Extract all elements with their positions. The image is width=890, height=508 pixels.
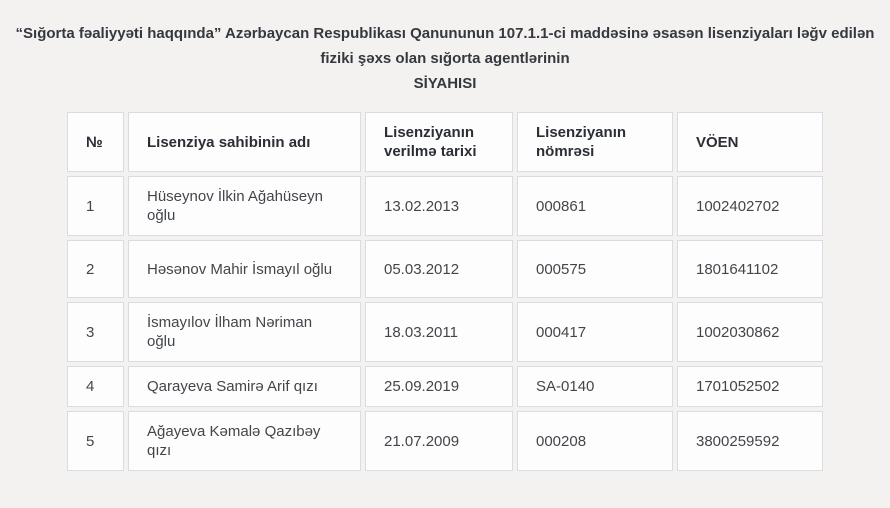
cell-license-number: SA-0140 bbox=[517, 366, 673, 407]
cell-issue-date: 13.02.2013 bbox=[365, 176, 513, 236]
cell-no: 4 bbox=[67, 366, 124, 407]
cell-name: Hüseynov İlkin Ağahüseyn oğlu bbox=[128, 176, 361, 236]
cell-license-number: 000208 bbox=[517, 411, 673, 471]
cell-no: 1 bbox=[67, 176, 124, 236]
title-line-2: fiziki şəxs olan sığorta agentlərinin bbox=[320, 50, 570, 67]
cell-license-number: 000861 bbox=[517, 176, 673, 236]
col-header-name: Lisenziya sahibinin adı bbox=[128, 112, 361, 172]
col-header-issue-date: Lisenziyanın verilmə tarixi bbox=[365, 112, 513, 172]
cell-no: 3 bbox=[67, 302, 124, 362]
table-row: 2 Həsənov Mahir İsmayıl oğlu 05.03.2012 … bbox=[67, 240, 823, 298]
cell-license-number: 000417 bbox=[517, 302, 673, 362]
table-row: 3 İsmayılov İlham Nəriman oğlu 18.03.201… bbox=[67, 302, 823, 362]
cell-issue-date: 18.03.2011 bbox=[365, 302, 513, 362]
title-line-1: “Sığorta fəaliyyəti haqqında” Azərbaycan… bbox=[15, 25, 875, 42]
cell-name: Həsənov Mahir İsmayıl oğlu bbox=[128, 240, 361, 298]
table-row: 1 Hüseynov İlkin Ağahüseyn oğlu 13.02.20… bbox=[67, 176, 823, 236]
cell-name: İsmayılov İlham Nəriman oğlu bbox=[128, 302, 361, 362]
title-line-3: SİYAHISI bbox=[413, 75, 477, 92]
table-header-row: № Lisenziya sahibinin adı Lisenziyanın v… bbox=[67, 112, 823, 172]
cell-no: 5 bbox=[67, 411, 124, 471]
cell-name: Ağayeva Kəmalə Qazıbəy qızı bbox=[128, 411, 361, 471]
cell-voen: 1801641102 bbox=[677, 240, 823, 298]
cell-issue-date: 05.03.2012 bbox=[365, 240, 513, 298]
col-header-voen: VÖEN bbox=[677, 112, 823, 172]
cell-issue-date: 21.07.2009 bbox=[365, 411, 513, 471]
page-title: “Sığorta fəaliyyəti haqqında” Azərbaycan… bbox=[0, 0, 890, 96]
cell-name: Qarayeva Samirə Arif qızı bbox=[128, 366, 361, 407]
col-header-no: № bbox=[67, 112, 124, 172]
cell-issue-date: 25.09.2019 bbox=[365, 366, 513, 407]
table-row: 4 Qarayeva Samirə Arif qızı 25.09.2019 S… bbox=[67, 366, 823, 407]
cell-voen: 1002402702 bbox=[677, 176, 823, 236]
col-header-license-number: Lisenziyanın nömrəsi bbox=[517, 112, 673, 172]
cell-voen: 3800259592 bbox=[677, 411, 823, 471]
table-row: 5 Ağayeva Kəmalə Qazıbəy qızı 21.07.2009… bbox=[67, 411, 823, 471]
cell-license-number: 000575 bbox=[517, 240, 673, 298]
cell-voen: 1002030862 bbox=[677, 302, 823, 362]
cell-voen: 1701052502 bbox=[677, 366, 823, 407]
license-table: № Lisenziya sahibinin adı Lisenziyanın v… bbox=[63, 108, 827, 475]
cell-no: 2 bbox=[67, 240, 124, 298]
